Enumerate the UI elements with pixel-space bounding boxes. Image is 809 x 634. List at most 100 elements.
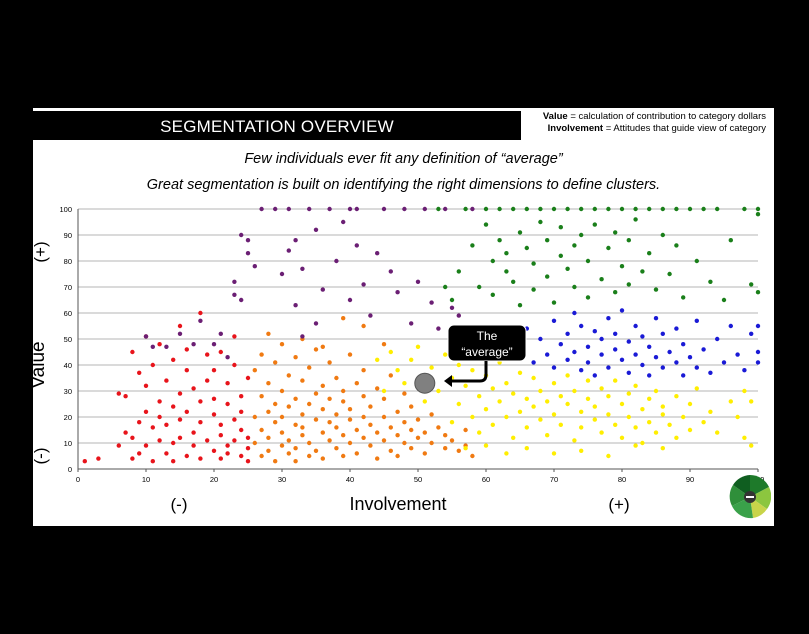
point-purple (381, 206, 387, 212)
point-purple (245, 251, 251, 256)
point-orange (320, 407, 325, 412)
point-orange (347, 417, 353, 422)
point-orange (279, 388, 285, 394)
point-orange (327, 360, 332, 365)
point-yellow (545, 433, 550, 438)
point-green (463, 206, 468, 212)
point-green (497, 238, 502, 243)
x-tick-label: 90 (686, 475, 694, 484)
point-purple (286, 248, 291, 253)
point-green (551, 300, 557, 305)
point-green (436, 206, 441, 212)
point-yellow (633, 383, 638, 388)
point-green (667, 271, 672, 277)
point-blue (551, 318, 557, 323)
point-yellow (381, 388, 387, 394)
point-purple (150, 344, 155, 349)
point-purple (429, 300, 434, 305)
involvement-term: Involvement (547, 123, 604, 134)
point-orange (409, 427, 414, 433)
point-yellow (579, 425, 584, 430)
point-orange (320, 456, 325, 461)
point-yellow (613, 422, 618, 427)
point-green (640, 269, 645, 274)
point-orange (354, 451, 359, 456)
point-purple (422, 206, 427, 212)
point-orange (300, 433, 305, 438)
point-yellow (524, 396, 529, 401)
point-yellow (497, 399, 502, 404)
point-blue (572, 349, 577, 355)
point-blue (735, 352, 740, 357)
point-orange (375, 456, 380, 461)
point-orange (388, 448, 393, 453)
point-red (232, 362, 237, 368)
point-green (531, 287, 536, 292)
point-orange (334, 425, 339, 430)
point-orange (252, 440, 257, 446)
title-bar: SEGMENTATION OVERVIEW (33, 108, 521, 140)
point-red (164, 422, 169, 427)
point-yellow (375, 357, 380, 362)
point-red (232, 417, 237, 422)
point-blue (585, 360, 591, 365)
point-orange (334, 446, 339, 451)
y-tick-label: 80 (64, 257, 72, 266)
point-red (184, 409, 189, 414)
scatter-chart: 0 10 20 30 40 50 60 70 80 90 100 0 10 20 30 40 50 60 70 80… (33, 205, 764, 514)
point-yellow (674, 394, 679, 399)
point-green (470, 243, 475, 248)
point-green (504, 269, 509, 274)
point-orange (361, 435, 366, 440)
point-blue (653, 355, 659, 360)
point-purple (232, 279, 237, 284)
point-blue (579, 323, 584, 329)
point-blue (660, 331, 665, 336)
point-orange (341, 388, 346, 394)
point-orange (266, 409, 271, 414)
point-yellow (422, 399, 427, 404)
point-orange (252, 414, 257, 420)
point-yellow (660, 412, 665, 417)
y-tick-label: 0 (68, 465, 72, 474)
y-tick-labels: 0 10 20 30 40 50 60 70 80 90 100 (59, 205, 72, 474)
point-green (619, 206, 625, 212)
point-purple (279, 271, 285, 277)
point-orange (300, 378, 305, 383)
point-red (177, 391, 183, 396)
point-orange (273, 401, 278, 407)
point-green (579, 232, 584, 238)
point-orange (395, 453, 400, 459)
point-yellow (388, 349, 393, 355)
x-tick-label: 20 (210, 475, 218, 484)
point-purple (470, 206, 475, 212)
point-yellow (436, 388, 441, 394)
point-yellow (545, 399, 550, 404)
point-yellow (463, 446, 468, 451)
point-green (660, 206, 665, 212)
point-yellow (626, 414, 631, 420)
point-orange (361, 414, 366, 420)
point-red (239, 394, 244, 399)
point-purple (232, 292, 237, 297)
point-red (245, 446, 251, 451)
point-blue (755, 349, 761, 355)
point-yellow (524, 425, 529, 430)
point-yellow (633, 425, 638, 430)
point-blue (640, 334, 645, 339)
point-green (497, 206, 502, 212)
point-yellow (674, 435, 679, 440)
x-tick-label: 50 (414, 475, 422, 484)
point-green (585, 258, 591, 264)
point-orange (313, 391, 319, 396)
point-orange (456, 448, 461, 453)
point-green (449, 297, 455, 303)
point-green (660, 232, 665, 238)
point-red (164, 451, 169, 456)
point-orange (449, 438, 455, 443)
point-yellow (606, 412, 611, 417)
point-yellow (558, 394, 563, 399)
point-purple (443, 206, 448, 212)
point-orange (361, 323, 366, 329)
point-orange (388, 373, 393, 378)
